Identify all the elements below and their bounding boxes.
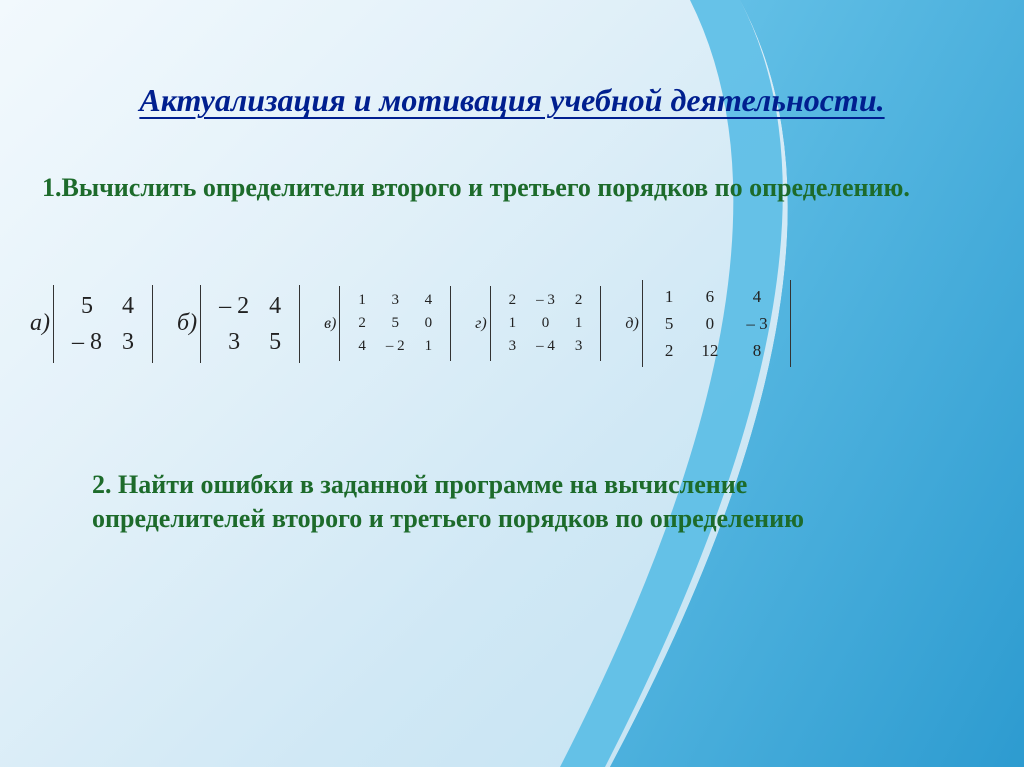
- matrix-v: в) 134 250 4– 21: [324, 286, 451, 361]
- matrix-b-label: б): [177, 310, 197, 337]
- matrix-a: а) 54 – 83: [30, 285, 153, 363]
- matrix-a-grid: 54 – 83: [62, 288, 144, 360]
- task-1-text: 1.Вычислить определители второго и треть…: [42, 172, 964, 205]
- matrix-row: а) 54 – 83 б) – 24 35 в) 134 250 4– 21 г…: [30, 280, 994, 367]
- matrix-v-label: в): [324, 315, 336, 333]
- matrix-a-label: а): [30, 310, 50, 337]
- matrix-g-grid: 2– 32 101 3– 43: [499, 289, 593, 358]
- matrix-d-grid: 164 50– 3 2128: [651, 283, 782, 364]
- matrix-g-label: г): [475, 315, 487, 333]
- matrix-b: б) – 24 35: [177, 285, 300, 363]
- matrix-v-grid: 134 250 4– 21: [348, 289, 442, 358]
- matrix-d: д) 164 50– 3 2128: [625, 280, 790, 367]
- slide: Актуализация и мотивация учебной деятель…: [0, 0, 1024, 767]
- matrix-g: г) 2– 32 101 3– 43: [475, 286, 601, 361]
- matrix-b-grid: – 24 35: [209, 288, 291, 360]
- matrix-d-label: д): [625, 315, 638, 333]
- slide-title: Актуализация и мотивация учебной деятель…: [0, 82, 1024, 119]
- task-2-text: 2. Найти ошибки в заданной программе на …: [92, 468, 854, 536]
